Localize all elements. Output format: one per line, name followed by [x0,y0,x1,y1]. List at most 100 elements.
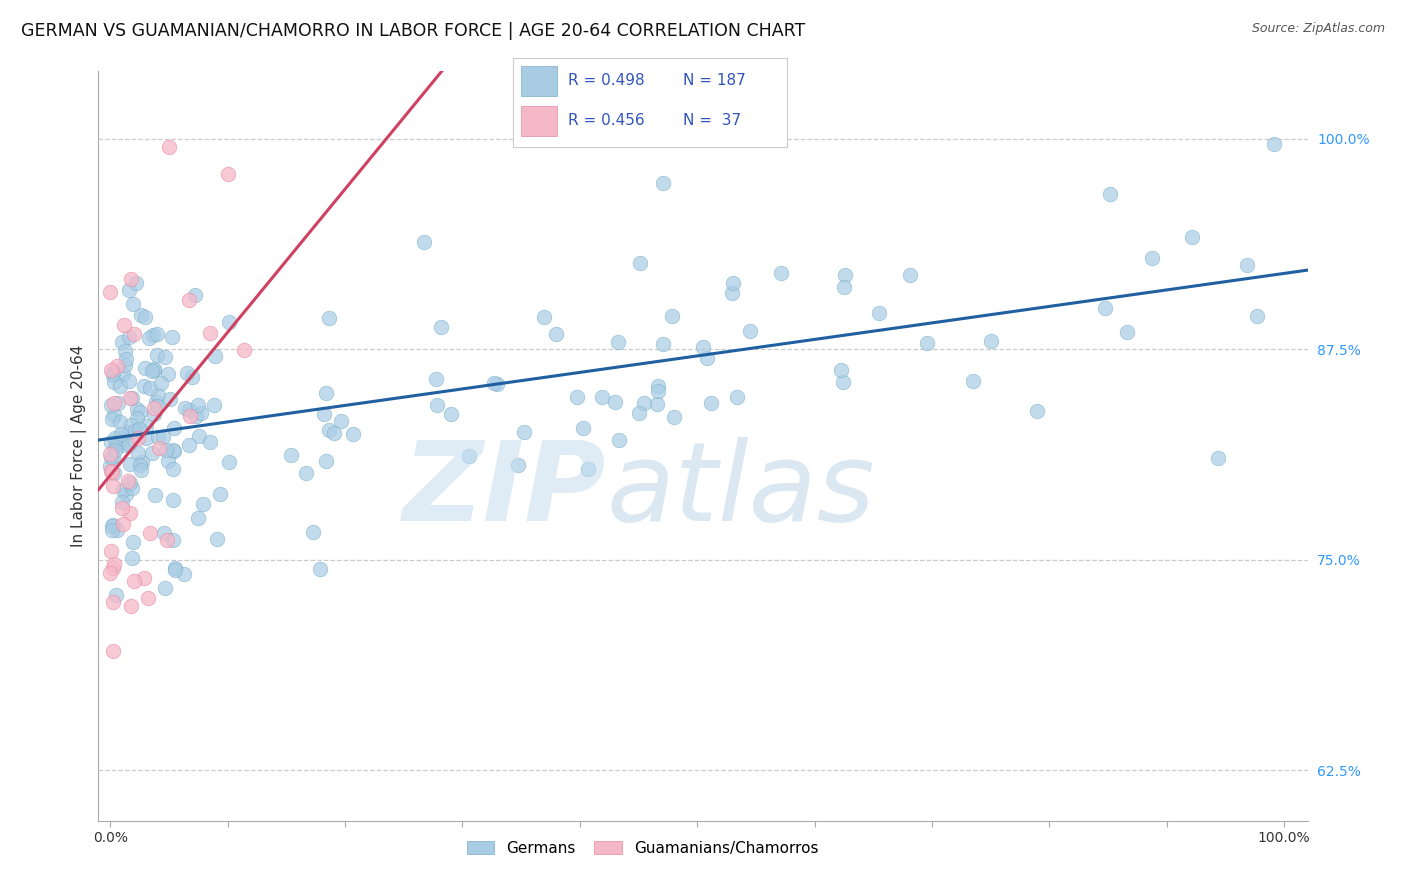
Point [105,359,128,373]
Point [425,371,447,385]
Text: ZIP: ZIP [402,437,606,544]
Point [132,379,155,393]
Point [651,176,673,190]
Point [101,643,124,657]
Point [125,401,148,416]
Point [769,266,792,280]
Point [100,459,122,474]
Point [160,330,183,344]
Point [605,395,627,409]
Point [112,318,135,332]
Point [143,408,166,422]
Point [915,336,938,351]
Y-axis label: In Labor Force | Age 20-64: In Labor Force | Age 20-64 [72,345,87,547]
Point [280,448,302,462]
Point [122,297,145,311]
Point [162,443,184,458]
Point [135,431,157,445]
Point [107,396,129,410]
Point [103,557,125,571]
Point [118,457,141,471]
Point [413,235,436,250]
Point [198,326,221,340]
Point [233,343,256,357]
Point [98,446,121,460]
Point [440,407,463,421]
Point [111,435,134,450]
Point [104,439,127,453]
Point [162,492,184,507]
Point [832,279,855,293]
Point [1206,451,1229,466]
Point [152,430,174,444]
Point [134,572,156,586]
Point [512,425,534,440]
Point [129,458,152,472]
Point [105,437,128,451]
Point [121,391,143,405]
Text: N = 187: N = 187 [683,73,747,88]
Point [153,581,176,595]
Point [218,315,240,329]
Point [129,405,152,419]
Point [108,379,131,393]
Point [830,363,852,377]
Point [146,399,169,413]
Point [508,458,530,472]
Point [193,497,215,511]
Point [118,374,141,388]
Point [100,450,122,464]
Point [591,391,613,405]
Point [647,384,669,398]
Point [173,567,195,582]
Point [104,443,127,458]
Point [145,488,167,502]
Point [1094,301,1116,315]
Point [104,431,127,445]
Point [120,392,142,406]
Point [112,367,135,381]
Point [315,454,337,468]
Point [121,481,143,495]
Point [647,379,669,393]
Point [187,398,209,412]
Point [103,365,125,379]
Point [176,366,198,380]
Point [120,475,142,490]
Point [105,524,128,538]
Point [100,464,122,478]
Point [141,445,163,459]
Point [429,320,451,334]
Point [103,375,125,389]
Point [117,474,139,488]
Point [318,311,340,326]
Point [118,283,141,297]
Point [115,487,138,501]
Point [832,375,855,389]
Point [150,376,173,391]
Text: N =  37: N = 37 [683,113,741,128]
Point [131,454,153,468]
Point [628,256,651,270]
Point [157,140,180,154]
Point [101,368,124,383]
Point [142,363,165,377]
Point [101,412,124,426]
Point [834,268,856,283]
Point [177,438,200,452]
Point [118,425,141,440]
FancyBboxPatch shape [522,66,557,96]
Point [153,350,176,364]
Point [155,443,177,458]
Point [664,409,686,424]
Point [127,445,149,459]
Point [111,483,134,497]
Point [156,367,179,381]
Point [108,415,131,429]
Point [198,434,221,449]
Point [134,360,156,375]
Point [609,433,631,447]
Point [141,363,163,377]
Point [868,305,890,319]
Point [143,401,166,415]
